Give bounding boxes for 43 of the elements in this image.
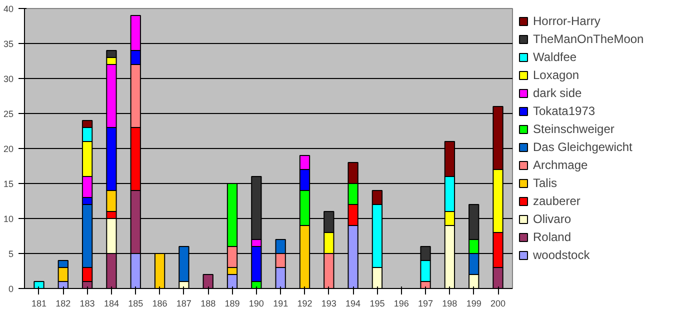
y-tick-label: 35 [3,39,14,49]
legend-label: Das Gleichgewicht [533,140,632,154]
legend-label: Olivaro [533,212,572,226]
y-tick-label: 20 [3,144,14,154]
x-tick-label: 199 [466,298,482,308]
x-tick-label: 185 [128,298,144,308]
legend-label: zauberer [533,194,580,208]
x-tick-label: 191 [273,298,288,308]
x-tick-label: 181 [31,298,47,308]
x-tick-label: 189 [224,298,240,308]
legend-label: woodstock [533,248,590,262]
x-tick-label: 187 [176,298,192,308]
legend-label: Talis [533,176,558,190]
x-tick-label: 183 [80,298,95,308]
x-tick-label: 196 [394,298,409,308]
x-tick-label: 194 [346,298,361,308]
x-tick-label: 198 [442,298,458,308]
y-tick-label: 0 [8,284,14,294]
legend-label: dark side [533,86,582,100]
legend-label: Loxagon [533,68,580,82]
legend-label: TheManOnTheMoon [533,32,644,46]
y-tick-label: 40 [3,4,14,14]
x-tick-label: 193 [321,298,336,308]
y-tick-label: 10 [3,214,14,224]
legend-label: Archmage [533,158,588,172]
legend-label: Horror-Harry [533,14,600,28]
x-tick-label: 184 [104,298,119,308]
y-tick-label: 15 [3,179,14,189]
x-tick-label: 188 [200,298,216,308]
x-tick-label: 186 [152,298,168,308]
x-tick-label: 200 [490,298,506,308]
x-tick-label: 197 [418,298,434,308]
x-tick-label: 192 [297,298,312,308]
legend-label: Steinschweiger [533,122,614,136]
y-tick-label: 30 [3,74,14,84]
legend-label: Tokata1973 [533,104,596,118]
x-tick-label: 190 [248,298,264,308]
y-tick-label: 5 [8,249,14,259]
legend-label: Waldfee [533,50,577,64]
x-tick-label: 195 [370,298,385,308]
legend-label: Roland [533,230,572,244]
y-tick-label: 25 [3,109,14,119]
x-tick-label: 182 [56,298,71,308]
